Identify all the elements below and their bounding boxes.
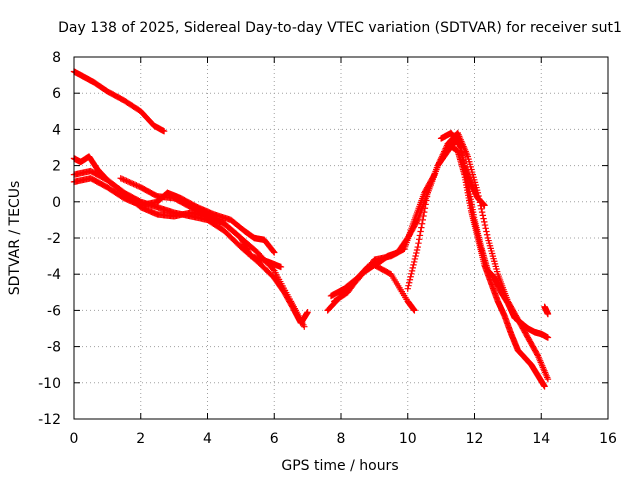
data-point xyxy=(480,215,487,222)
data-point xyxy=(418,224,425,231)
y-tick-label: -8 xyxy=(47,340,61,356)
data-point xyxy=(126,178,133,186)
data-point xyxy=(304,309,311,316)
data-marks xyxy=(70,68,552,390)
axis-ticks: 0 2 4 6 8 10 12 14 16 -12 -10 -8 -6 -4 -2 0 2 4 6 8 xyxy=(38,50,617,447)
data-point xyxy=(130,180,137,188)
data-point xyxy=(123,177,130,185)
data-point xyxy=(423,197,430,204)
x-tick-label: 2 xyxy=(136,431,145,447)
x-tick-label: 14 xyxy=(532,431,550,447)
x-tick-label: 6 xyxy=(270,431,279,447)
y-axis-label: SDTVAR / TECUs xyxy=(7,181,23,296)
y-tick-label: -2 xyxy=(47,231,61,247)
data-point xyxy=(420,208,428,216)
data-point xyxy=(118,175,126,183)
data-point xyxy=(131,181,139,188)
x-tick-label: 12 xyxy=(466,431,484,447)
data-point xyxy=(407,273,414,280)
data-point xyxy=(415,236,423,243)
data-point xyxy=(421,205,429,212)
data-point xyxy=(481,202,488,209)
x-tick-label: 0 xyxy=(70,431,79,447)
y-tick-label: -4 xyxy=(47,267,61,283)
data-point xyxy=(124,178,132,185)
data-point xyxy=(405,279,413,286)
data-point xyxy=(478,205,485,213)
data-point xyxy=(128,180,136,187)
data-point xyxy=(117,175,124,182)
data-point xyxy=(544,310,552,318)
data-point xyxy=(269,266,277,273)
data-point xyxy=(478,208,486,216)
series-arc-11 xyxy=(444,140,548,390)
grid xyxy=(74,57,608,419)
data-point xyxy=(420,212,427,220)
data-point xyxy=(270,248,277,255)
y-tick-label: 0 xyxy=(52,195,61,211)
data-point xyxy=(408,270,415,278)
data-point xyxy=(127,179,134,186)
data-point xyxy=(418,220,426,227)
series-arc-10 xyxy=(437,129,552,341)
data-point xyxy=(409,264,416,272)
data-point xyxy=(413,246,421,254)
data-point xyxy=(413,249,420,257)
series-arc-4 xyxy=(117,175,285,271)
data-point xyxy=(533,351,541,358)
data-point xyxy=(411,255,419,263)
data-point xyxy=(483,231,491,238)
y-tick-label: 6 xyxy=(52,86,61,102)
data-point xyxy=(410,258,418,266)
data-point xyxy=(419,216,426,224)
data-point xyxy=(404,285,411,292)
data-point xyxy=(479,212,487,219)
y-tick-label: -10 xyxy=(38,376,61,392)
series-arc-5 xyxy=(70,175,278,256)
data-point xyxy=(121,177,129,184)
data-point xyxy=(416,232,424,239)
series-arc-12 xyxy=(541,303,552,318)
chart-title: Day 138 of 2025, Sidereal Day-to-day VTE… xyxy=(58,20,622,36)
data-point xyxy=(406,276,414,283)
data-point xyxy=(413,217,421,225)
data-point xyxy=(544,334,552,341)
data-point xyxy=(481,218,488,226)
data-point xyxy=(408,267,416,275)
data-point xyxy=(482,225,489,232)
data-point xyxy=(481,221,489,229)
data-point xyxy=(405,282,412,289)
data-point xyxy=(160,128,168,135)
data-point xyxy=(277,263,285,271)
data-point xyxy=(414,243,421,251)
x-tick-label: 8 xyxy=(337,431,346,447)
x-axis-label: GPS time / hours xyxy=(281,458,398,474)
y-tick-label: 2 xyxy=(52,159,61,175)
data-point xyxy=(301,323,308,330)
data-point xyxy=(423,193,431,200)
data-point xyxy=(422,201,429,208)
data-point xyxy=(271,249,278,256)
y-tick-label: 8 xyxy=(52,50,61,66)
data-point xyxy=(120,176,127,183)
data-point xyxy=(412,252,419,260)
x-tick-label: 4 xyxy=(203,431,212,447)
series-arc-1 xyxy=(70,68,168,135)
data-point xyxy=(415,239,422,247)
data-point xyxy=(134,182,142,190)
y-tick-label: -6 xyxy=(47,303,61,319)
data-point xyxy=(133,182,140,189)
data-point xyxy=(410,261,417,269)
x-tick-label: 16 xyxy=(599,431,617,447)
y-tick-label: -12 xyxy=(38,412,61,428)
data-point xyxy=(411,307,418,314)
y-tick-label: 4 xyxy=(52,122,61,138)
data-point xyxy=(457,143,464,150)
data-point xyxy=(541,383,548,390)
data-point xyxy=(544,375,552,383)
x-tick-label: 10 xyxy=(399,431,417,447)
data-point xyxy=(483,228,490,235)
data-point xyxy=(417,228,424,235)
